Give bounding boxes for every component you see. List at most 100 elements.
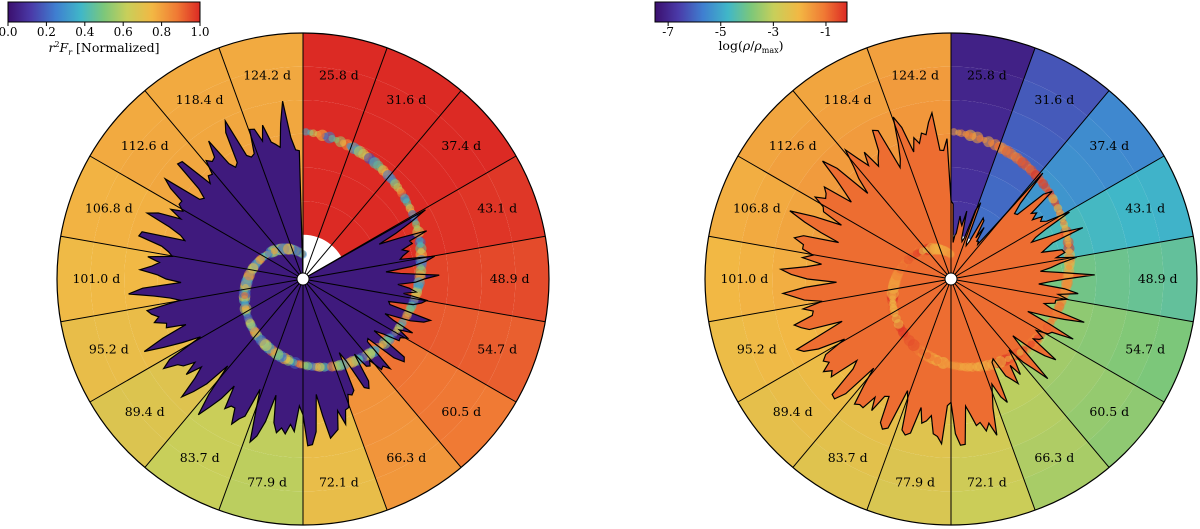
wedge-band (331, 219, 371, 257)
wedge-band (218, 478, 303, 525)
wedge-time-label: 89.4 d (125, 404, 165, 419)
turbulence-speckle (1042, 323, 1052, 332)
turbulence-speckle (303, 361, 313, 371)
wedge-divider (950, 235, 1194, 280)
wedge-band (708, 315, 768, 402)
wedge-band (512, 236, 549, 322)
wedge-band (417, 116, 487, 190)
turbulence-speckle (259, 339, 272, 352)
wedge-band (951, 478, 1036, 525)
turbulence-speckle (1065, 247, 1073, 255)
turbulence-speckle (889, 291, 897, 299)
colorbar-tick-label: 0.4 (75, 25, 94, 39)
turbulence-speckle (903, 255, 913, 265)
turbulence-speckle (1060, 220, 1069, 229)
wedge-band (814, 79, 890, 143)
wedge-band (144, 441, 231, 511)
wedge-band (396, 142, 458, 207)
wedge-band (396, 351, 458, 416)
wedge-divider (302, 278, 388, 511)
wedge-divider (737, 278, 952, 403)
wedge-time-label: 37.4 d (441, 138, 481, 153)
wedge-band (814, 415, 890, 479)
wedge-band (439, 90, 517, 173)
wedge-time-label: 60.5 d (1089, 404, 1129, 419)
turbulence-speckle (283, 243, 295, 255)
turbulence-speckle (907, 339, 920, 352)
wedge-band (1093, 247, 1130, 311)
turbulence-speckle (912, 249, 921, 258)
wedge-time-label: 31.6 d (1034, 92, 1074, 107)
wedge-band (364, 79, 440, 143)
wedge-band (792, 47, 879, 117)
wedge-divider (866, 278, 952, 511)
wedge-time-label: 37.4 d (1089, 138, 1129, 153)
turbulence-speckle (390, 179, 401, 189)
wedge-divider (792, 90, 952, 280)
wedge-divider (302, 235, 546, 280)
left-colorbar-title: r2Fr [Normalized] (48, 40, 159, 57)
turbulence-speckle (898, 327, 909, 338)
wedge-time-label: 60.5 d (441, 404, 481, 419)
turbulence-speckle (328, 134, 336, 143)
turbulence-speckle (1038, 179, 1049, 189)
wedge-band (428, 304, 480, 369)
turbulence-speckle (368, 349, 376, 356)
wedge-band (951, 167, 990, 206)
center-marker (296, 272, 310, 286)
turbulence-speckle (346, 142, 354, 150)
wedge-band (364, 415, 440, 479)
turbulence-speckle (417, 247, 425, 255)
colorbar-tick-label: 0.0 (0, 25, 18, 39)
turbulence-speckle (964, 130, 973, 139)
wedge-band (93, 310, 149, 386)
turbulence-speckle (889, 305, 899, 314)
turbulence-speckle (1016, 349, 1024, 356)
wedge-divider (950, 278, 1194, 323)
wedge-divider (866, 47, 952, 280)
wedge-divider (950, 278, 1165, 403)
wedge-band (951, 415, 1013, 458)
turbulence-speckle (285, 356, 294, 365)
wedge-band (303, 415, 365, 458)
turbulence-speckle (412, 220, 421, 229)
wedge-band (188, 111, 254, 168)
turbulence-speckle (987, 139, 995, 147)
wedge-band (457, 172, 513, 248)
wedge-band (836, 111, 902, 168)
wedge-band (60, 315, 120, 402)
colorbar-tick-label: 0.8 (152, 25, 171, 39)
wedge-band (445, 247, 482, 311)
wedge-time-label: 66.3 d (386, 450, 426, 465)
wedge-band (230, 446, 303, 492)
wedge-time-label: 77.9 d (247, 475, 287, 490)
wedge-band (486, 315, 546, 402)
wedge-time-label: 25.8 d (319, 67, 359, 82)
wedge-time-label: 95.2 d (737, 342, 777, 357)
wedge-band (352, 111, 418, 168)
wedge-band (1134, 156, 1194, 243)
wedge-band (148, 142, 210, 207)
wedge-divider (302, 90, 462, 280)
wedge-divider (89, 155, 304, 280)
wedge-band (1087, 90, 1165, 173)
wedge-band (457, 310, 513, 386)
wedge-divider (89, 278, 304, 403)
turbulence-speckle (931, 243, 943, 255)
wedge-divider (950, 47, 1036, 280)
wedge-band (767, 116, 837, 190)
wedge-band (866, 478, 951, 525)
wedge-divider (302, 47, 388, 280)
wedge-band (303, 66, 376, 112)
colorbar-tick-label: -1 (820, 25, 832, 39)
wedge-band (1105, 310, 1161, 386)
wedge-band (126, 304, 178, 369)
wedge-divider (302, 278, 546, 323)
wedge-band (1044, 351, 1106, 416)
wedge-band (878, 66, 951, 112)
wedge-band (479, 242, 516, 316)
wedge-band (989, 142, 1045, 194)
turbulence-speckle (302, 128, 310, 136)
wedge-time-label: 31.6 d (386, 92, 426, 107)
wedge-band (303, 446, 376, 492)
